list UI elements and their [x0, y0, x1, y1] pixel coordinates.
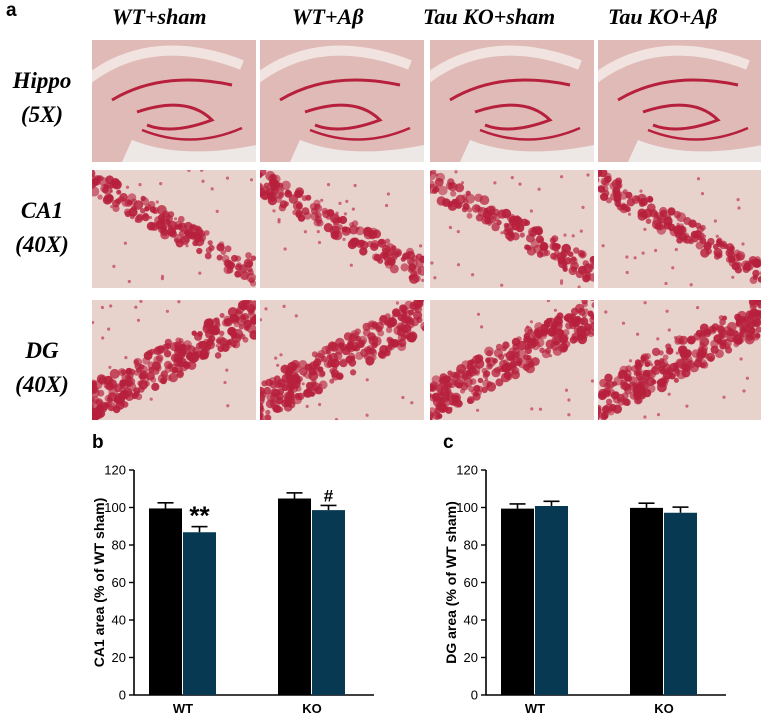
column-header-prefix: Tau KO — [423, 4, 494, 29]
y-tick-label: 100 — [456, 500, 478, 515]
y-axis-label: DG area (% of WT sham) — [443, 501, 459, 664]
dg-area-chart: 0 20 40 60 80 100 120 DG area (% of WT sham) WT K… — [443, 463, 726, 715]
micrograph-hippo-wt-abeta — [260, 40, 424, 162]
bar-ko-series-0 — [278, 498, 311, 695]
row-label-line1: CA1 — [20, 198, 64, 223]
column-header-suffix: +sham — [493, 4, 556, 29]
micrograph-hippo-wt-sham — [92, 40, 256, 162]
column-header-prefix: WT — [292, 4, 325, 29]
micrograph-ca1-wt-abeta — [260, 170, 424, 288]
column-header-wt-abeta: WT+Aβ — [292, 4, 363, 30]
y-tick-label: 60 — [112, 575, 126, 590]
x-category-label: KO — [302, 701, 322, 715]
x-category-label: WT — [173, 701, 193, 715]
panel-a-letter: a — [6, 0, 17, 21]
y-tick-label: 40 — [464, 613, 478, 628]
column-header-suffix: +Aβ — [325, 4, 364, 29]
y-tick-label: 60 — [464, 575, 478, 590]
y-tick-label: 0 — [119, 688, 126, 703]
bar-wt-series-1 — [535, 506, 568, 695]
micrograph-hippo-ko-abeta — [598, 40, 761, 162]
row-label-line2: (40X) — [15, 232, 69, 257]
micrograph-dg-wt-sham — [92, 300, 256, 420]
significance-marker: ** — [189, 501, 210, 531]
bar-wt-series-0 — [149, 508, 182, 695]
micrograph-ca1-ko-sham — [430, 170, 594, 288]
column-header-suffix: +sham — [145, 4, 207, 29]
row-label-line1: DG — [25, 338, 59, 363]
row-label-dg: DG (40X) — [0, 334, 84, 402]
bar-wt-series-0 — [501, 508, 534, 695]
column-header-ko-abeta: Tau KO+Aβ — [608, 4, 717, 30]
y-tick-label: 40 — [112, 613, 126, 628]
ca1-area-chart: 0 20 40 60 80 100 120 CA1 area (% of WT sham) WT… — [91, 463, 374, 715]
x-category-label: KO — [654, 701, 674, 715]
row-label-hippo: Hippo (5X) — [0, 64, 84, 132]
panel-b-letter: b — [92, 432, 104, 453]
bar-wt-series-1 — [183, 532, 216, 695]
y-tick-label: 80 — [464, 538, 478, 553]
column-header-wt-sham: WT+sham — [112, 4, 206, 30]
row-label-line1: Hippo — [12, 68, 72, 93]
bar-ko-series-0 — [630, 507, 663, 695]
y-tick-label: 0 — [471, 688, 478, 703]
y-tick-label: 120 — [456, 463, 478, 478]
micrograph-dg-wt-abeta — [260, 300, 424, 420]
column-header-suffix: +Aβ — [678, 4, 718, 29]
micrograph-dg-ko-sham — [430, 300, 594, 420]
bar-ko-series-1 — [664, 512, 697, 695]
y-axis-label: CA1 area (% of WT sham) — [91, 498, 107, 668]
y-tick-label: 80 — [112, 538, 126, 553]
column-header-ko-sham: Tau KO+sham — [423, 4, 555, 30]
y-tick-label: 20 — [464, 650, 478, 665]
panel-c-letter: c — [443, 432, 454, 453]
micrograph-hippo-ko-sham — [430, 40, 594, 162]
row-label-line2: (5X) — [20, 102, 64, 127]
y-tick-label: 120 — [104, 463, 126, 478]
row-label-line2: (40X) — [15, 372, 69, 397]
micrograph-dg-ko-abeta — [598, 300, 761, 420]
micrograph-ca1-wt-sham — [92, 170, 256, 288]
micrograph-ca1-ko-abeta — [598, 170, 761, 288]
column-header-prefix: Tau KO — [608, 4, 679, 29]
x-category-label: WT — [525, 701, 545, 715]
significance-marker: # — [324, 486, 334, 505]
row-label-ca1: CA1 (40X) — [0, 194, 84, 262]
y-tick-label: 20 — [112, 650, 126, 665]
column-header-prefix: WT — [112, 4, 145, 29]
bar-ko-series-1 — [312, 510, 345, 695]
y-tick-label: 100 — [104, 500, 126, 515]
